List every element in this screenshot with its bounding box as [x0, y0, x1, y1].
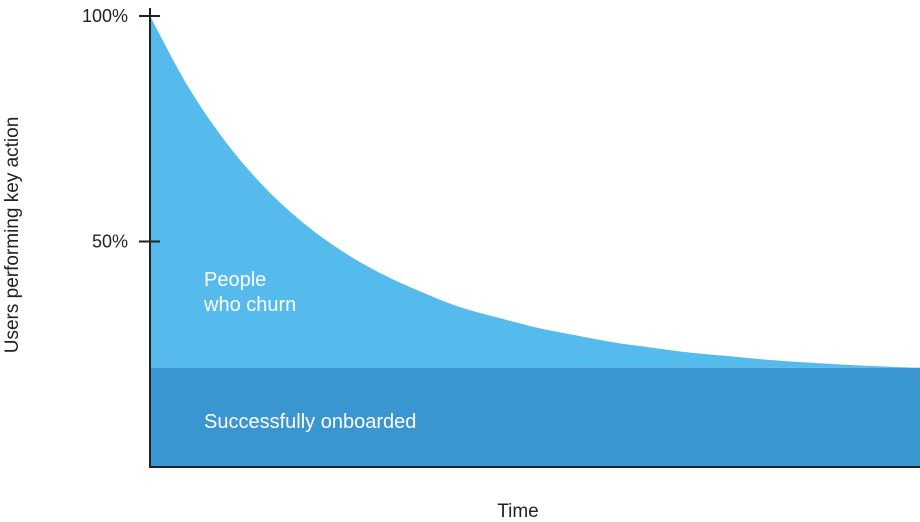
onboarded-area — [150, 367, 920, 467]
churn-area — [150, 16, 920, 368]
chart-axes: 100% 50% — [82, 6, 920, 468]
annotation-0-line-0: People — [204, 269, 266, 291]
y-tick-label-0: 100% — [82, 6, 128, 26]
x-axis-label: Time — [497, 501, 539, 522]
area-annotations: People who churn Successfully onboarded — [203, 269, 416, 433]
y-axis-label: Users performing key action — [2, 117, 23, 354]
y-tick-label-1: 50% — [92, 232, 128, 252]
annotation-0-line-1: who churn — [203, 294, 296, 316]
chart-areas — [150, 16, 920, 467]
annotation-1-line-0: Successfully onboarded — [204, 411, 416, 433]
